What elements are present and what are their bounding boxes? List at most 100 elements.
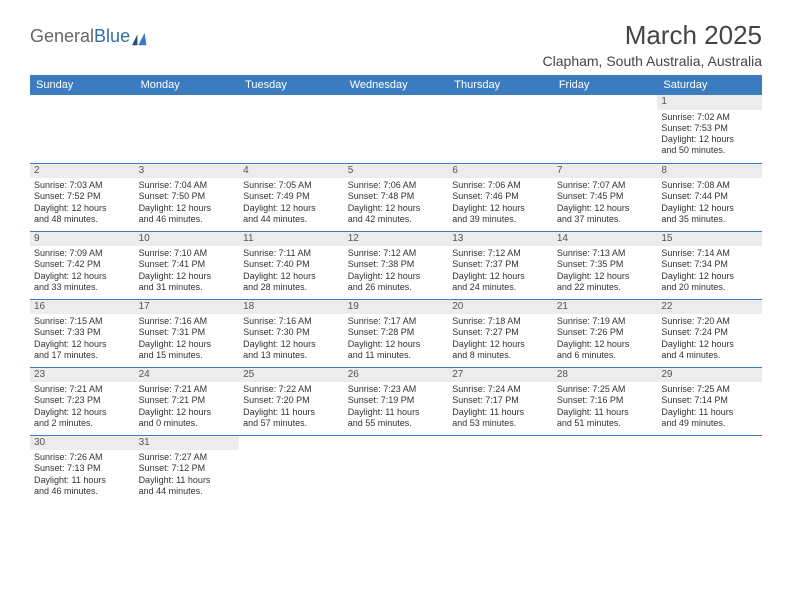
- daylight-text: Daylight: 11 hours: [557, 407, 654, 418]
- sunset-text: Sunset: 7:52 PM: [34, 191, 131, 202]
- daylight-text: and 37 minutes.: [557, 214, 654, 225]
- calendar-cell: 6Sunrise: 7:06 AMSunset: 7:46 PMDaylight…: [448, 163, 553, 231]
- calendar-cell: 21Sunrise: 7:19 AMSunset: 7:26 PMDayligh…: [553, 299, 658, 367]
- day-number: 22: [657, 300, 762, 315]
- daylight-text: and 20 minutes.: [661, 282, 758, 293]
- calendar-cell: 1Sunrise: 7:02 AMSunset: 7:53 PMDaylight…: [657, 95, 762, 163]
- calendar-cell: 14Sunrise: 7:13 AMSunset: 7:35 PMDayligh…: [553, 231, 658, 299]
- location: Clapham, South Australia, Australia: [543, 53, 762, 69]
- calendar-cell: 28Sunrise: 7:25 AMSunset: 7:16 PMDayligh…: [553, 367, 658, 435]
- daylight-text: Daylight: 12 hours: [139, 339, 236, 350]
- daylight-text: Daylight: 11 hours: [348, 407, 445, 418]
- daylight-text: Daylight: 12 hours: [243, 339, 340, 350]
- sunset-text: Sunset: 7:12 PM: [139, 463, 236, 474]
- calendar-cell: [657, 435, 762, 503]
- day-number: 13: [448, 232, 553, 247]
- daylight-text: Daylight: 12 hours: [557, 339, 654, 350]
- sunrise-text: Sunrise: 7:02 AM: [661, 112, 758, 123]
- calendar-cell: 27Sunrise: 7:24 AMSunset: 7:17 PMDayligh…: [448, 367, 553, 435]
- sunset-text: Sunset: 7:21 PM: [139, 395, 236, 406]
- sunrise-text: Sunrise: 7:10 AM: [139, 248, 236, 259]
- day-header: Saturday: [657, 75, 762, 95]
- day-number: 18: [239, 300, 344, 315]
- daylight-text: and 8 minutes.: [452, 350, 549, 361]
- sunset-text: Sunset: 7:17 PM: [452, 395, 549, 406]
- calendar-cell: [239, 95, 344, 163]
- calendar-cell: 9Sunrise: 7:09 AMSunset: 7:42 PMDaylight…: [30, 231, 135, 299]
- sunset-text: Sunset: 7:46 PM: [452, 191, 549, 202]
- calendar-cell: 22Sunrise: 7:20 AMSunset: 7:24 PMDayligh…: [657, 299, 762, 367]
- sunset-text: Sunset: 7:45 PM: [557, 191, 654, 202]
- daylight-text: Daylight: 12 hours: [348, 339, 445, 350]
- daylight-text: Daylight: 12 hours: [661, 203, 758, 214]
- sunset-text: Sunset: 7:19 PM: [348, 395, 445, 406]
- sunset-text: Sunset: 7:16 PM: [557, 395, 654, 406]
- daylight-text: and 57 minutes.: [243, 418, 340, 429]
- sunset-text: Sunset: 7:41 PM: [139, 259, 236, 270]
- daylight-text: and 33 minutes.: [34, 282, 131, 293]
- calendar-cell: 10Sunrise: 7:10 AMSunset: 7:41 PMDayligh…: [135, 231, 240, 299]
- sunrise-text: Sunrise: 7:09 AM: [34, 248, 131, 259]
- sunrise-text: Sunrise: 7:23 AM: [348, 384, 445, 395]
- calendar-cell: 2Sunrise: 7:03 AMSunset: 7:52 PMDaylight…: [30, 163, 135, 231]
- sunset-text: Sunset: 7:38 PM: [348, 259, 445, 270]
- daylight-text: Daylight: 12 hours: [348, 271, 445, 282]
- day-number: 27: [448, 368, 553, 383]
- day-number: 15: [657, 232, 762, 247]
- daylight-text: Daylight: 11 hours: [661, 407, 758, 418]
- day-number: 3: [135, 164, 240, 179]
- sunset-text: Sunset: 7:44 PM: [661, 191, 758, 202]
- sunrise-text: Sunrise: 7:16 AM: [139, 316, 236, 327]
- calendar-cell: 29Sunrise: 7:25 AMSunset: 7:14 PMDayligh…: [657, 367, 762, 435]
- day-number: 31: [135, 436, 240, 451]
- day-number: 9: [30, 232, 135, 247]
- daylight-text: and 0 minutes.: [139, 418, 236, 429]
- calendar-cell: 25Sunrise: 7:22 AMSunset: 7:20 PMDayligh…: [239, 367, 344, 435]
- calendar-table: SundayMondayTuesdayWednesdayThursdayFrid…: [30, 75, 762, 503]
- sunset-text: Sunset: 7:14 PM: [661, 395, 758, 406]
- daylight-text: Daylight: 12 hours: [452, 203, 549, 214]
- day-number: 21: [553, 300, 658, 315]
- sunset-text: Sunset: 7:26 PM: [557, 327, 654, 338]
- brand-general: General: [30, 26, 94, 47]
- calendar-cell: 13Sunrise: 7:12 AMSunset: 7:37 PMDayligh…: [448, 231, 553, 299]
- calendar-cell: [135, 95, 240, 163]
- flag-icon: [132, 30, 150, 44]
- calendar-cell: 11Sunrise: 7:11 AMSunset: 7:40 PMDayligh…: [239, 231, 344, 299]
- calendar-head: SundayMondayTuesdayWednesdayThursdayFrid…: [30, 75, 762, 95]
- sunrise-text: Sunrise: 7:04 AM: [139, 180, 236, 191]
- day-number: 30: [30, 436, 135, 451]
- day-number: 19: [344, 300, 449, 315]
- calendar-cell: 24Sunrise: 7:21 AMSunset: 7:21 PMDayligh…: [135, 367, 240, 435]
- calendar-row: 1Sunrise: 7:02 AMSunset: 7:53 PMDaylight…: [30, 95, 762, 163]
- sunrise-text: Sunrise: 7:12 AM: [452, 248, 549, 259]
- calendar-cell: 26Sunrise: 7:23 AMSunset: 7:19 PMDayligh…: [344, 367, 449, 435]
- daylight-text: Daylight: 12 hours: [34, 271, 131, 282]
- daylight-text: and 39 minutes.: [452, 214, 549, 225]
- sunset-text: Sunset: 7:48 PM: [348, 191, 445, 202]
- daylight-text: Daylight: 12 hours: [243, 271, 340, 282]
- day-number: 7: [553, 164, 658, 179]
- day-number: 4: [239, 164, 344, 179]
- daylight-text: and 50 minutes.: [661, 145, 758, 156]
- daylight-text: Daylight: 12 hours: [243, 203, 340, 214]
- daylight-text: and 11 minutes.: [348, 350, 445, 361]
- daylight-text: and 13 minutes.: [243, 350, 340, 361]
- calendar-cell: 20Sunrise: 7:18 AMSunset: 7:27 PMDayligh…: [448, 299, 553, 367]
- sunrise-text: Sunrise: 7:06 AM: [348, 180, 445, 191]
- day-number: 14: [553, 232, 658, 247]
- month-title: March 2025: [543, 20, 762, 51]
- daylight-text: Daylight: 11 hours: [139, 475, 236, 486]
- sunset-text: Sunset: 7:53 PM: [661, 123, 758, 134]
- day-header: Sunday: [30, 75, 135, 95]
- sunset-text: Sunset: 7:30 PM: [243, 327, 340, 338]
- sunset-text: Sunset: 7:24 PM: [661, 327, 758, 338]
- daylight-text: and 55 minutes.: [348, 418, 445, 429]
- daylight-text: and 42 minutes.: [348, 214, 445, 225]
- daylight-text: and 49 minutes.: [661, 418, 758, 429]
- daylight-text: and 51 minutes.: [557, 418, 654, 429]
- calendar-cell: 15Sunrise: 7:14 AMSunset: 7:34 PMDayligh…: [657, 231, 762, 299]
- sunrise-text: Sunrise: 7:17 AM: [348, 316, 445, 327]
- calendar-cell: 5Sunrise: 7:06 AMSunset: 7:48 PMDaylight…: [344, 163, 449, 231]
- day-number: 20: [448, 300, 553, 315]
